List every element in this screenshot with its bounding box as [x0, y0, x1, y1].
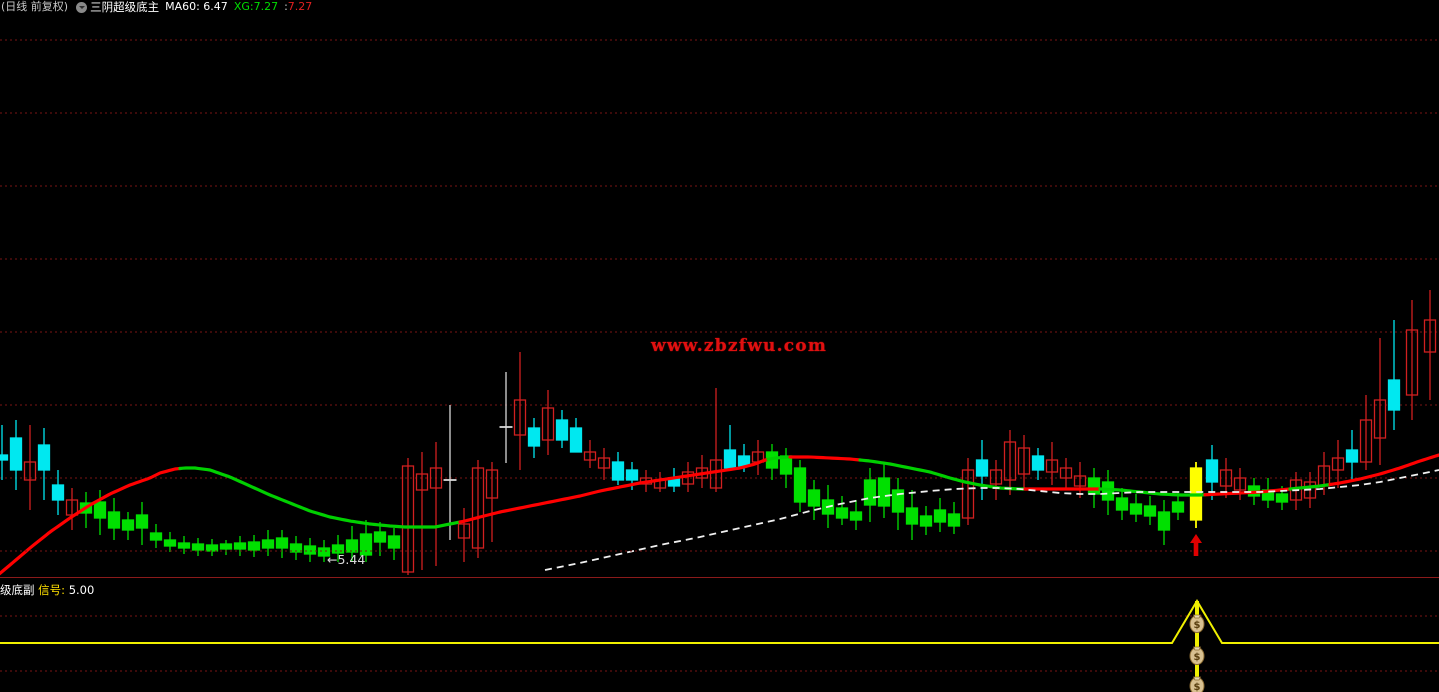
ma60-line — [0, 453, 1439, 576]
site-watermark: www.zbzfwu.com — [651, 336, 828, 356]
xg-label: XG: — [233, 0, 254, 13]
buy-signal-arrow — [1190, 534, 1202, 556]
svg-text:$: $ — [1194, 620, 1201, 631]
signal-chart-svg[interactable]: $ $ $ — [0, 578, 1439, 692]
price-chart-svg[interactable] — [0, 14, 1439, 577]
ma60-value: MA60: 6.47 — [165, 0, 228, 13]
indicator-name-label[interactable]: 三阴超级底主 — [90, 0, 160, 14]
svg-text:$: $ — [1194, 652, 1201, 663]
xg-value-secondary: 7.27 — [287, 0, 313, 13]
svg-text:$: $ — [1194, 682, 1201, 692]
price-marker-annotation: ←5.44 — [327, 552, 366, 567]
signal-value: 5.00 — [68, 583, 95, 597]
money-bag-icons: $ $ $ — [1189, 614, 1205, 692]
signal-line — [0, 599, 1439, 692]
sub-indicator-name: 级底副 — [0, 583, 35, 597]
candlestick-layer — [0, 290, 1437, 575]
price-gridlines — [0, 39, 1439, 552]
ma-dashed-line — [544, 469, 1439, 571]
signal-label: 信号: — [38, 583, 66, 597]
period-label: (日线 前复权) — [1, 0, 69, 13]
xg-value: 7.27 — [253, 0, 279, 13]
chart-header-bar: (日线 前复权) 三阴超级底主 MA60: 6.47 XG: 7.27 : 7.… — [0, 0, 1439, 14]
price-panel[interactable] — [0, 14, 1439, 577]
xg-separator: : — [284, 0, 288, 13]
signal-panel[interactable]: $ $ $ — [0, 578, 1439, 692]
chevron-down-circle-icon[interactable] — [76, 1, 88, 13]
panel-divider — [0, 577, 1439, 578]
sub-panel-header: 级底副 信号: 5.00 — [0, 583, 94, 597]
